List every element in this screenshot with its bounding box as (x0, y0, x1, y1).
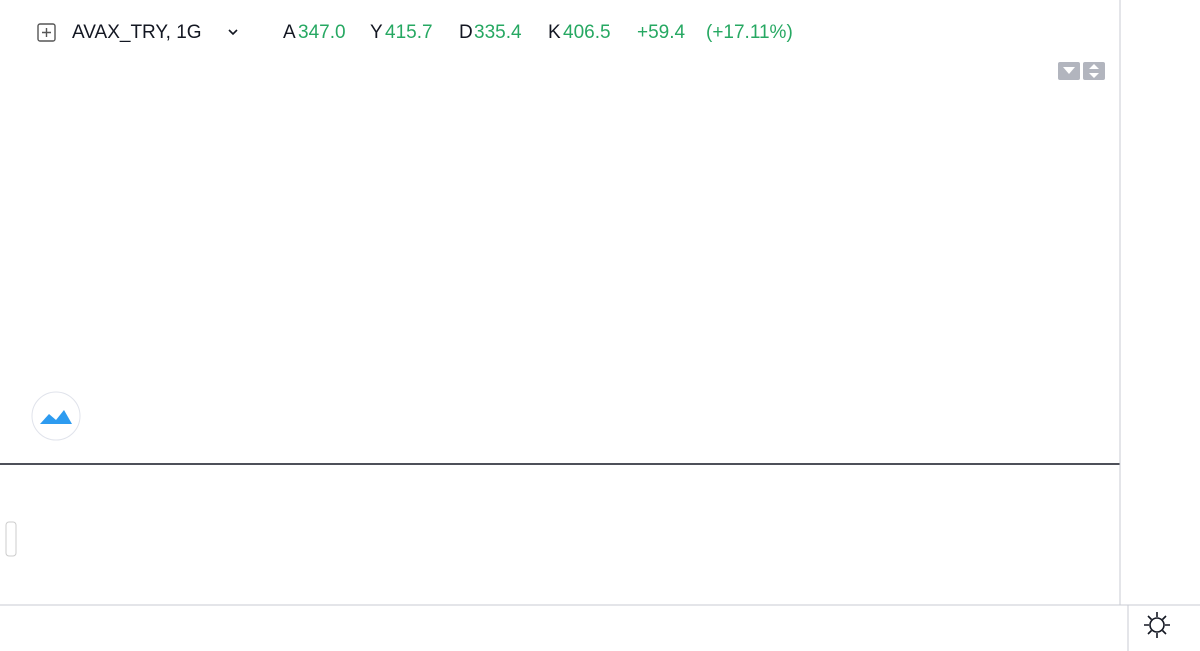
scale-button[interactable] (1083, 62, 1105, 80)
legend-label: K (548, 22, 561, 43)
legend-value: 406.5 (563, 22, 611, 43)
symbol[interactable]: AVAX_TRY, 1G (72, 22, 202, 43)
scale-button-icon (1063, 67, 1075, 74)
change: +59.4 (637, 22, 686, 43)
legend-value: 335.4 (474, 22, 522, 43)
interval-chevron[interactable] (228, 29, 238, 36)
gear[interactable] (1149, 617, 1165, 633)
gear-teeth (1144, 612, 1170, 638)
change-percent: (+17.11%) (706, 22, 793, 43)
add-icon[interactable] (37, 23, 56, 42)
logo-mark (40, 410, 72, 424)
legend-value: 415.7 (385, 22, 433, 43)
legend-value: 347.0 (298, 22, 346, 43)
add-icon-plus (42, 28, 51, 37)
logo-circle[interactable] (31, 391, 81, 441)
legend-label: A (283, 22, 296, 43)
logo (31, 391, 81, 441)
header: AVAX_TRY, 1G A 347.0 Y 415.7 D 335.4 K 4… (37, 22, 793, 43)
scale-buttons (1058, 62, 1105, 80)
settings-icon[interactable] (1144, 612, 1170, 638)
legend-label: Y (370, 22, 383, 43)
legend-label: D (459, 22, 473, 43)
side-tab[interactable] (5, 521, 17, 557)
scale-button-icon (1089, 64, 1099, 78)
